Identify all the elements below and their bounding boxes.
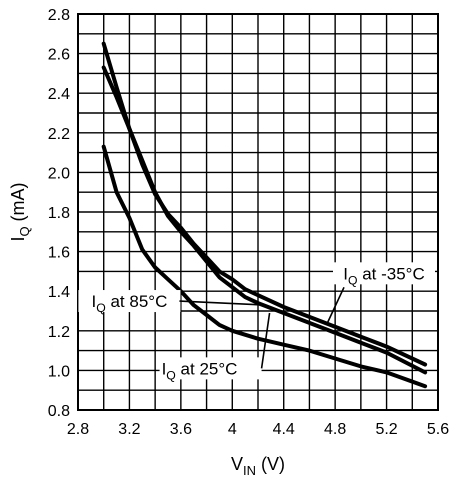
y-tick-label: 2.8 <box>48 7 70 24</box>
series-lines <box>101 41 428 389</box>
x-tick-labels: 2.8 3.2 3.6 4 4.4 4.8 5.2 5.6 <box>67 421 449 438</box>
series-label-0: IQ at -35°C <box>343 264 425 287</box>
x-axis-label: VIN (V) <box>231 454 285 478</box>
y-tick-label: 2.4 <box>48 86 70 103</box>
y-axis-label: IQ (mA) <box>8 182 32 241</box>
x-tick-label: 5.2 <box>375 421 397 438</box>
series-label-1: IQ at 25°C <box>162 359 238 382</box>
annotation-leader <box>179 300 266 306</box>
y-tick-label: 1.8 <box>48 205 70 222</box>
x-tick-label: 4.8 <box>324 421 346 438</box>
y-tick-label: 1.0 <box>48 363 70 380</box>
x-tick-label: 3.6 <box>170 421 192 438</box>
series-line-1 <box>101 65 428 375</box>
annotation-leader <box>326 286 345 324</box>
series-line-2 <box>101 144 428 389</box>
x-tick-label: 4.4 <box>273 421 295 438</box>
y-tick-label: 2.0 <box>48 165 70 182</box>
annotation-bg <box>159 357 262 380</box>
series-line-0 <box>101 41 428 367</box>
annotation-bg <box>78 290 181 313</box>
y-tick-label: 1.2 <box>48 324 70 341</box>
y-tick-labels: 0.8 1.0 1.2 1.4 1.6 1.8 2.0 2.2 2.4 2.6 2.8 <box>48 7 70 420</box>
y-tick-label: 0.8 <box>48 403 70 420</box>
x-tick-label: 4 <box>228 421 237 438</box>
series-annotations: IQ at -35°C IQ at 25°C IQ at 85°C <box>78 262 435 382</box>
annotation-leader <box>260 312 271 369</box>
y-tick-label: 2.2 <box>48 126 70 143</box>
plot-frame <box>77 13 439 411</box>
x-tick-label: 2.8 <box>67 421 89 438</box>
series-label-2: IQ at 85°C <box>91 292 167 315</box>
y-tick-label: 1.6 <box>48 245 70 262</box>
annotation-bg <box>333 262 435 285</box>
y-tick-label: 2.6 <box>48 47 70 64</box>
x-tick-label: 5.6 <box>427 421 449 438</box>
y-tick-label: 1.4 <box>48 284 70 301</box>
x-tick-label: 3.2 <box>118 421 140 438</box>
